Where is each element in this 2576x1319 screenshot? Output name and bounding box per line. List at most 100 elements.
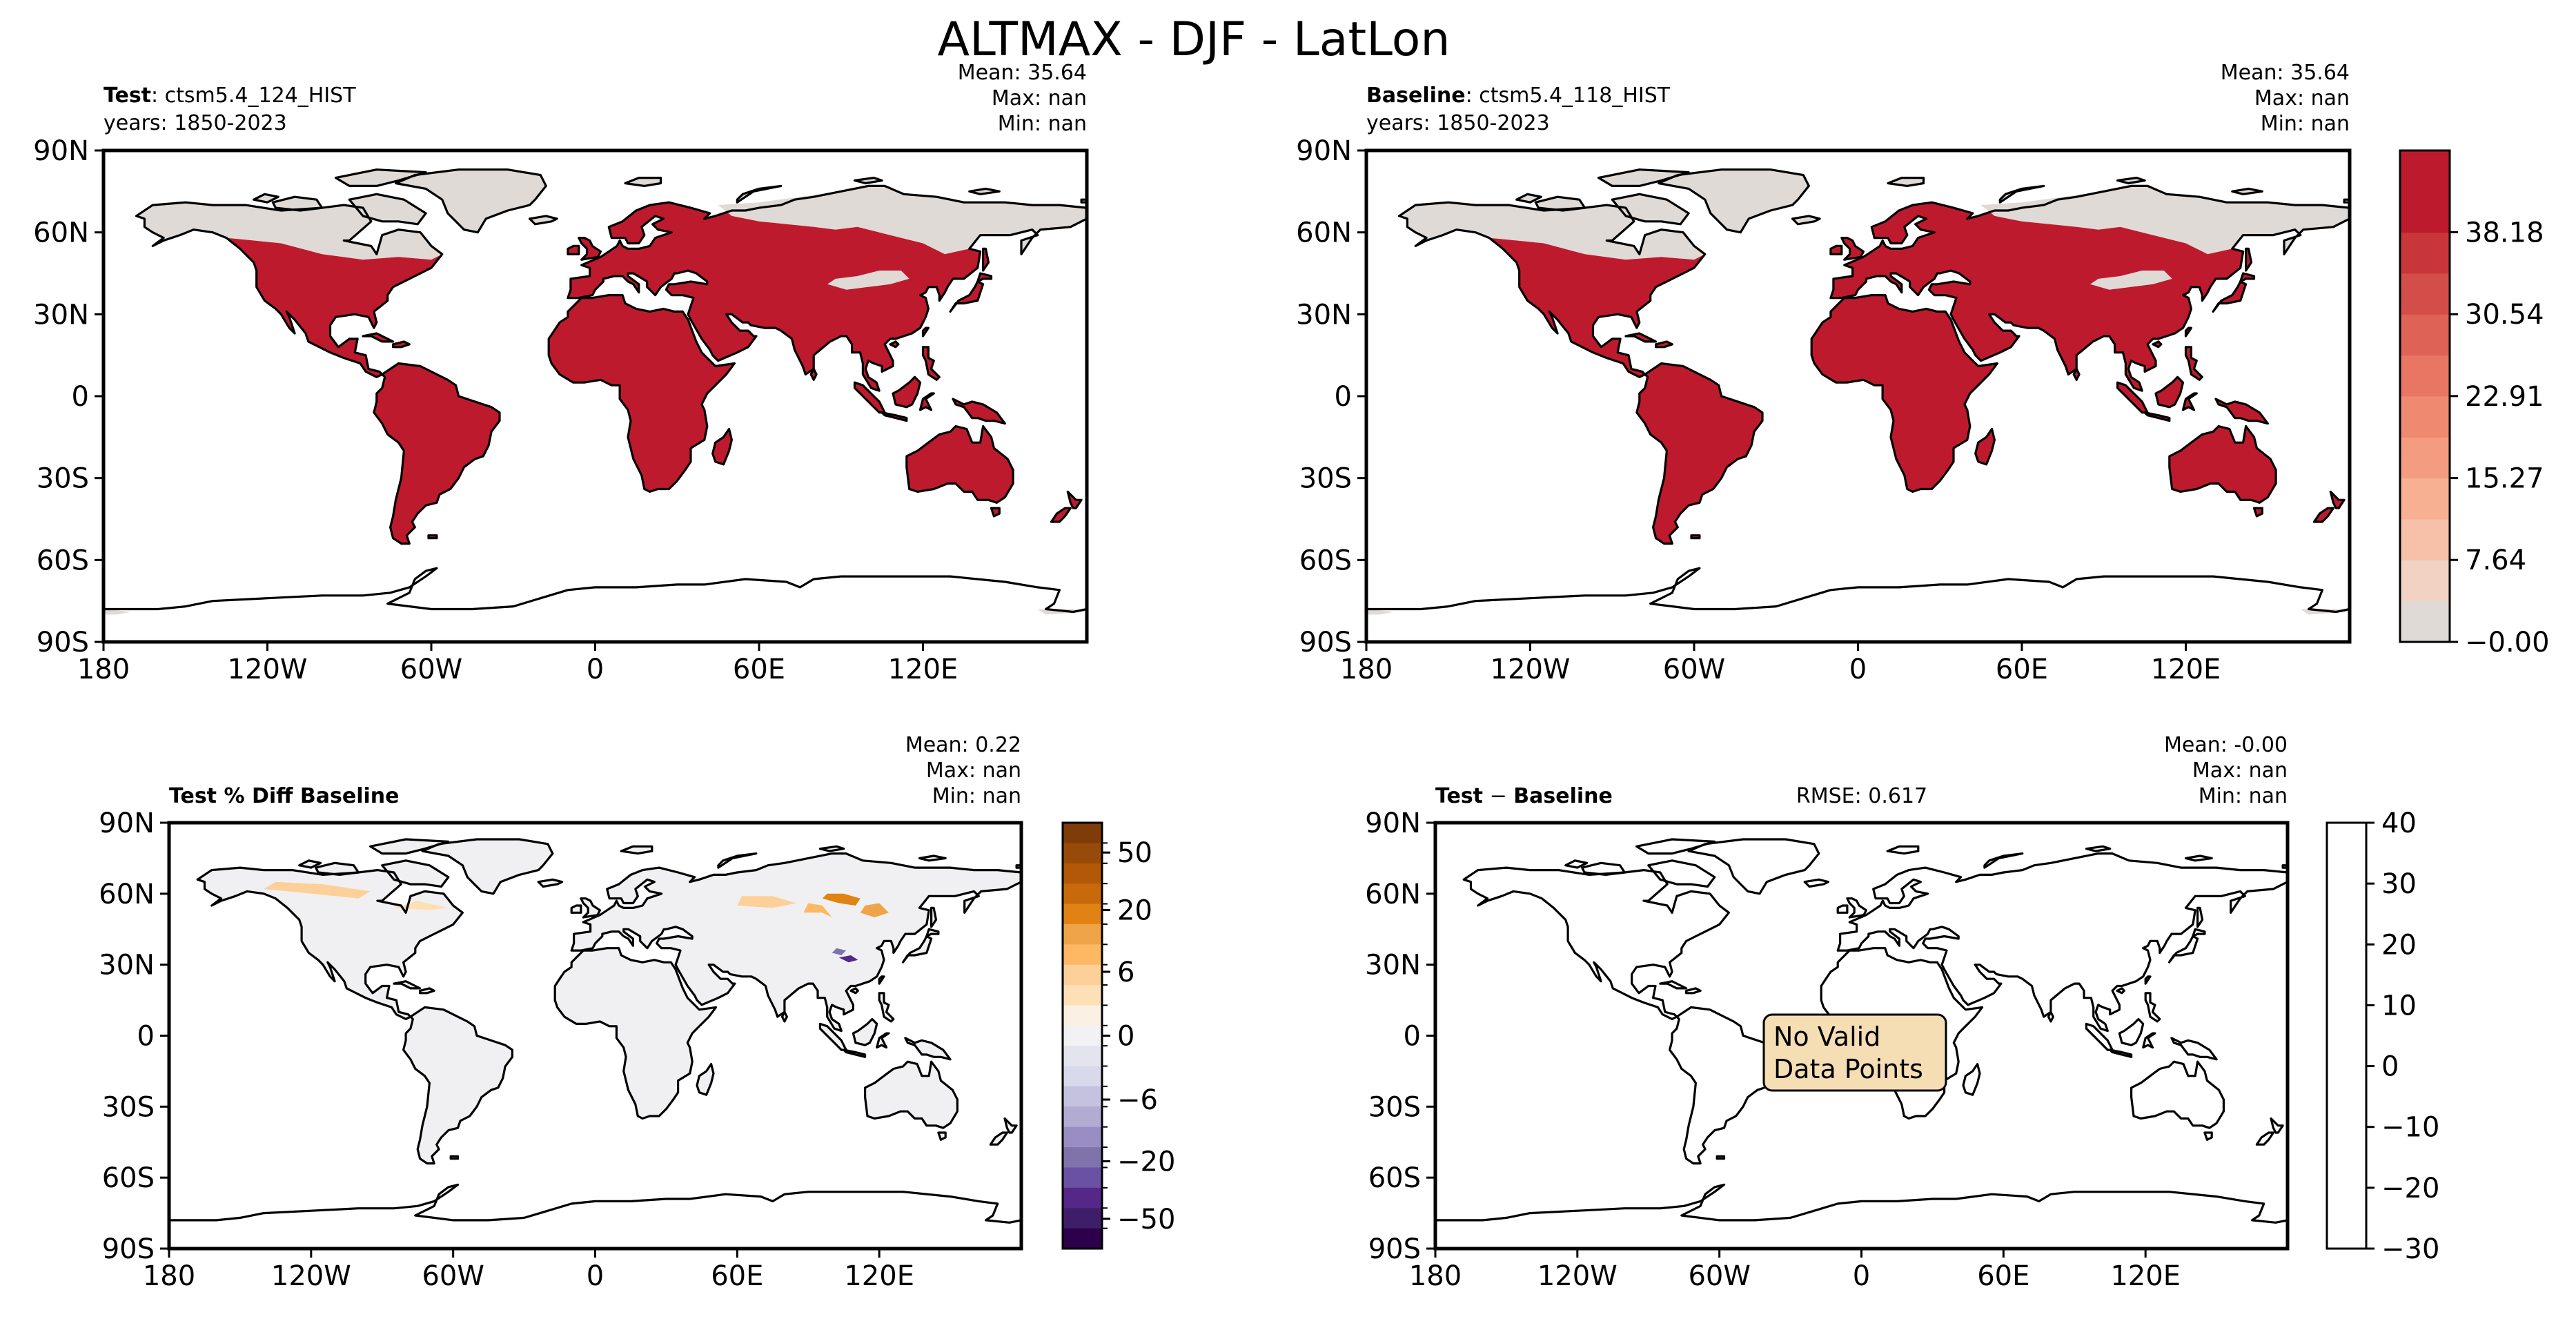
land-south-america (403, 1007, 513, 1164)
coastline-nz-south (2255, 1131, 2274, 1146)
y-tick-label: 90N (1365, 808, 1421, 839)
coastline-eurasia (1829, 184, 2350, 392)
x-tick-label: 180 (77, 654, 130, 685)
coastline-madagascar (1962, 1062, 1981, 1096)
diff-patch-7 (838, 955, 858, 963)
abs-diff-label-minus: − (1483, 784, 1513, 808)
land-baffin (1649, 861, 1715, 887)
coastline-eurasia (570, 852, 1021, 1033)
x-tick-label: 120E (888, 654, 958, 685)
colorbar-tick-label: 30.54 (2465, 299, 2544, 331)
land-nz-south (2314, 508, 2334, 522)
test-stat-mean: Mean: 35.64 (958, 61, 1087, 85)
baseline-map-axes: 180 120W 60W 0 60E 120E 90N 60N 30N 0 30S 60S 90S (1296, 135, 2221, 685)
land-africa (1811, 295, 1998, 492)
y-tick-label: 30S (1368, 1091, 1421, 1123)
coastline-eurasia (567, 184, 1087, 392)
colorbar-tick-label: 20 (1117, 895, 1152, 926)
y-tick-label: 30S (1299, 463, 1352, 495)
coastline-baffin (1647, 859, 1716, 888)
coastline-falklands (427, 534, 438, 540)
abs-diff-stat-max: Max: nan (2192, 759, 2288, 783)
coastline-hispaniola (1685, 987, 1702, 995)
x-tick-label: 120W (1491, 654, 1571, 685)
y-tick-label: 90N (33, 135, 89, 167)
colorbar-pct-diff: 50 20 6 0 −6 −20 −50 (1061, 821, 1175, 1250)
colorbar-swatch (2400, 437, 2450, 479)
coastline-britain (1846, 897, 1867, 919)
coastline-novaya-zemlya (736, 184, 783, 204)
diff-patch-2 (803, 903, 832, 918)
no-data-line2: Data Points (1773, 1054, 1923, 1084)
coastline-south-america (1635, 362, 1764, 545)
colorbar-tick-label: 15.27 (2465, 463, 2544, 495)
colorbar-swatch (1063, 883, 1102, 905)
coastline-svalbard (1886, 845, 1920, 855)
coastline-greenland (394, 168, 547, 234)
coastline-south-america (373, 362, 501, 545)
coastline-falklands (449, 1155, 460, 1160)
coastline-nz-north (2329, 490, 2346, 509)
coastline-falklands (1715, 1155, 1726, 1160)
x-tick-label: 60E (1977, 1260, 2029, 1292)
land-sumatra (820, 1024, 847, 1051)
coastline-nz-north (1066, 490, 1083, 509)
coastline-iceland (537, 878, 564, 888)
pct-diff-label: Test % Diff Baseline (169, 784, 400, 808)
land-north-america (1464, 868, 1729, 1019)
coastline-hainan (889, 340, 900, 349)
x-tick-label: 60E (711, 1260, 763, 1292)
colorbar-tick-label: 6 (1117, 957, 1134, 988)
coastline-sulawesi (876, 1032, 890, 1049)
coastline-novaya-zemlya (1983, 852, 2024, 869)
coastline-taiwan (878, 975, 885, 985)
land-africa (555, 948, 716, 1119)
land-nz-south (990, 1133, 1007, 1145)
colorbar-swatch (1063, 1046, 1102, 1067)
coastline-antarctica (169, 1183, 1021, 1224)
coastline-nz-north (1003, 1117, 1018, 1134)
colorbar-swatch (1063, 903, 1102, 925)
x-tick-label: 180 (143, 1260, 195, 1292)
y-tick-label: 30N (1365, 950, 1421, 981)
diff-patch-5 (737, 896, 797, 908)
coastline-borneo (852, 1017, 878, 1046)
colorbar-swatch (2400, 600, 2450, 643)
cold-patch-antarctic-w (1366, 609, 1394, 615)
land-britain (578, 237, 601, 260)
coastline-taiwan (921, 326, 930, 338)
x-tick-label: 120W (1537, 1260, 1618, 1292)
colorbar-tick-label: 7.64 (2465, 545, 2526, 576)
panel-test: Test: ctsm5.4_124_HIST years: 1850-2023 … (33, 61, 1089, 685)
coastline-sulawesi (2142, 1032, 2156, 1049)
colorbar-swatch (1063, 1147, 1102, 1168)
coastline-tasmania (2203, 1131, 2213, 1141)
colorbar-swatch (1063, 1066, 1102, 1087)
baseline-stat-min: Min: nan (2261, 112, 2350, 136)
colorbar-tick-label: −20 (1117, 1146, 1175, 1178)
coastline-arabia-sri (2072, 367, 2081, 381)
colorbar-swatch (1063, 985, 1102, 1006)
coastline-banks-isl (1515, 193, 1542, 204)
coastline-antarctica (1366, 567, 2350, 614)
y-tick-label: 30N (33, 299, 89, 331)
x-tick-label: 0 (1853, 1260, 1870, 1292)
y-tick-label: 0 (72, 381, 89, 413)
no-data-box: No Valid Data Points (1762, 1013, 1947, 1092)
x-tick-label: 0 (1849, 654, 1867, 685)
coastline-sulawesi (918, 392, 935, 411)
colorbar-tick-label: 10 (2381, 990, 2417, 1022)
y-tick-label: 0 (1404, 1021, 1421, 1053)
coastline-eurasia (1836, 852, 2288, 1033)
y-tick-label: 30N (99, 950, 155, 981)
coastline-ireland (570, 904, 582, 914)
land-sakhalin (983, 248, 989, 271)
coastline-banks-isl (298, 859, 322, 869)
coastline-ireland (1836, 904, 1849, 914)
test-label-case: : ctsm5.4_124_HIST (151, 84, 356, 108)
colorbar-swatch (2400, 519, 2450, 560)
coastline-new-guinea (2170, 1037, 2218, 1061)
colorbar-swatch (1063, 1086, 1102, 1107)
diff-patch-3 (860, 903, 889, 918)
